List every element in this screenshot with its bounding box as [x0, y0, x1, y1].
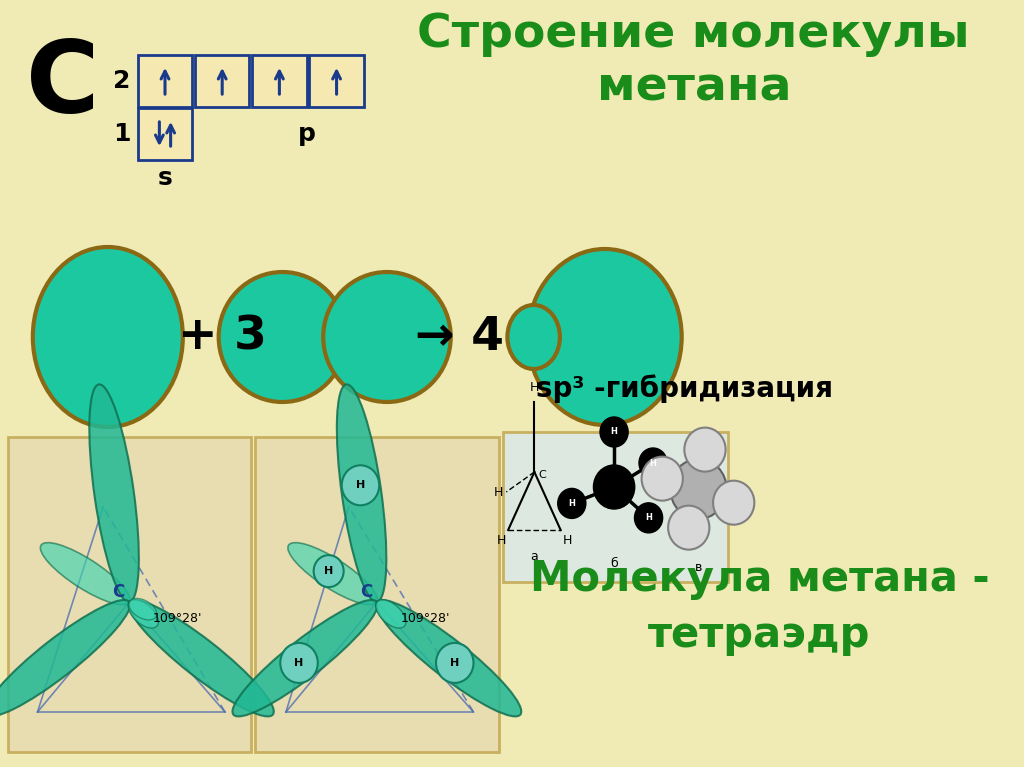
Text: → 4: → 4 [415, 314, 504, 360]
Text: C: C [539, 470, 546, 480]
Ellipse shape [337, 384, 386, 602]
Text: 109°28': 109°28' [153, 612, 203, 625]
Text: H: H [495, 486, 504, 499]
Text: s: s [158, 166, 172, 190]
Ellipse shape [288, 542, 378, 605]
Text: H: H [356, 480, 366, 490]
Circle shape [436, 643, 473, 683]
Text: H: H [568, 499, 575, 508]
Ellipse shape [128, 600, 159, 628]
Bar [252, 55, 306, 107]
Circle shape [594, 465, 635, 509]
Circle shape [684, 428, 726, 472]
Bar [138, 55, 193, 107]
Ellipse shape [129, 600, 273, 716]
Ellipse shape [324, 272, 451, 402]
Text: p: p [298, 122, 315, 146]
Bar [309, 55, 364, 107]
Bar [7, 437, 251, 752]
Circle shape [642, 456, 683, 501]
Text: Молекула метана -
тетраэдр: Молекула метана - тетраэдр [529, 558, 989, 656]
Circle shape [558, 489, 586, 518]
Text: H: H [497, 534, 506, 547]
Ellipse shape [0, 600, 130, 716]
Text: C: C [360, 583, 373, 601]
Ellipse shape [129, 598, 157, 620]
Text: 1: 1 [113, 122, 130, 146]
Bar [195, 55, 250, 107]
Text: 2: 2 [113, 69, 130, 93]
Circle shape [639, 448, 667, 478]
Text: + 3: + 3 [178, 314, 266, 360]
Ellipse shape [40, 542, 130, 605]
Ellipse shape [508, 305, 560, 369]
Circle shape [600, 417, 628, 447]
Text: H: H [529, 381, 539, 394]
Text: H: H [451, 658, 460, 668]
Ellipse shape [89, 384, 139, 602]
Ellipse shape [376, 600, 521, 716]
Ellipse shape [232, 600, 378, 716]
Text: в: в [694, 561, 702, 574]
Circle shape [281, 643, 317, 683]
Circle shape [671, 459, 727, 519]
Ellipse shape [219, 272, 346, 402]
Text: C: C [113, 583, 125, 601]
Bar [503, 432, 727, 582]
Ellipse shape [376, 600, 406, 628]
Text: H: H [610, 427, 617, 436]
Circle shape [668, 505, 710, 550]
Circle shape [713, 481, 755, 525]
Bar [255, 437, 499, 752]
Text: H: H [324, 566, 333, 576]
Text: H: H [649, 459, 656, 468]
Text: H: H [294, 658, 304, 668]
Text: sp³ -гибридизация: sp³ -гибридизация [536, 375, 833, 403]
Text: б: б [610, 557, 617, 570]
Circle shape [313, 555, 344, 587]
Text: а: а [530, 550, 539, 563]
Text: H: H [645, 513, 652, 522]
Bar [138, 108, 193, 160]
Text: 109°28': 109°28' [400, 612, 450, 625]
Ellipse shape [33, 247, 183, 427]
Circle shape [342, 466, 379, 505]
Text: Строение молекулы
метана: Строение молекулы метана [418, 12, 970, 110]
Circle shape [635, 503, 663, 533]
Ellipse shape [528, 249, 682, 425]
Text: H: H [562, 534, 571, 547]
Text: C: C [27, 37, 99, 134]
